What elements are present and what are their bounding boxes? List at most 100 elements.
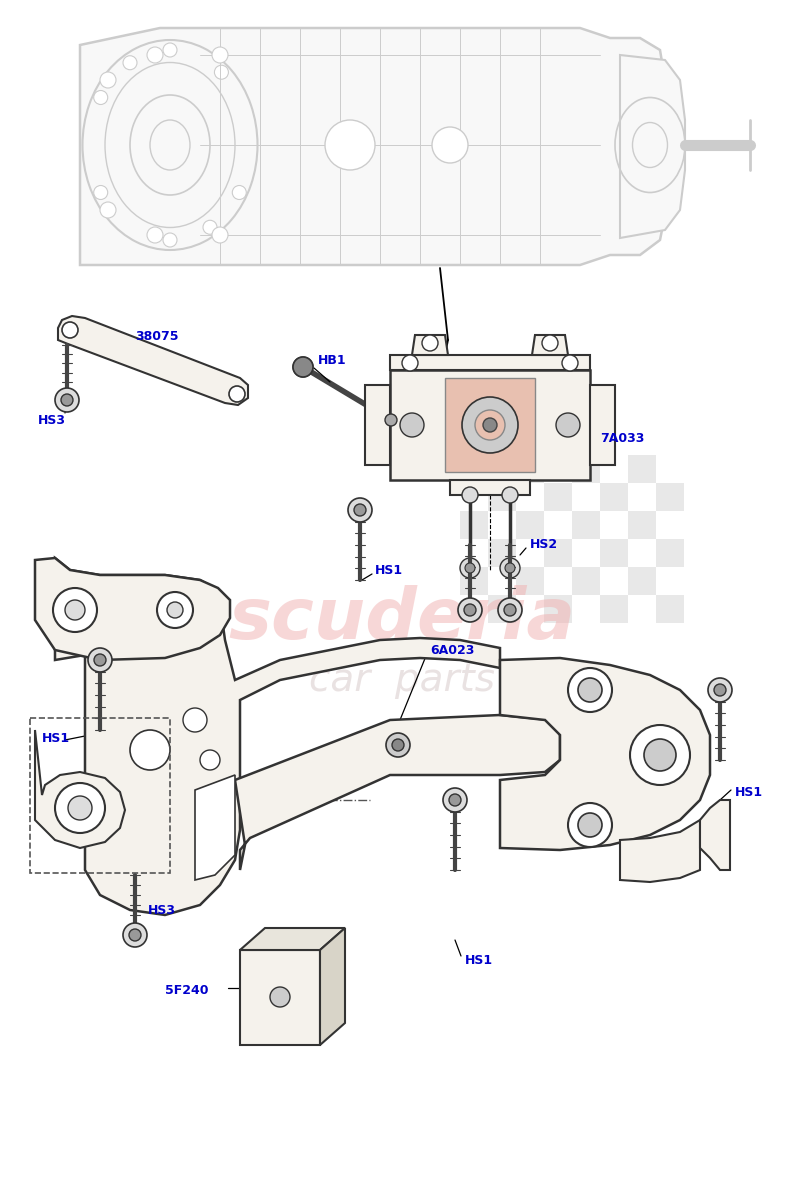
Text: 38075: 38075 — [135, 330, 178, 342]
Circle shape — [163, 43, 177, 56]
Bar — [599, 482, 627, 511]
Circle shape — [422, 335, 438, 350]
Circle shape — [475, 410, 504, 440]
Text: HB1: HB1 — [318, 354, 346, 366]
Bar — [571, 455, 599, 482]
Circle shape — [53, 588, 97, 632]
Bar — [459, 566, 487, 595]
Circle shape — [147, 227, 163, 242]
Circle shape — [431, 127, 467, 163]
Bar — [627, 455, 655, 482]
Circle shape — [212, 227, 228, 242]
Circle shape — [448, 794, 460, 806]
Circle shape — [324, 120, 374, 170]
Circle shape — [130, 730, 169, 770]
Circle shape — [55, 388, 79, 412]
Circle shape — [65, 600, 85, 620]
Text: scuderia: scuderia — [228, 586, 575, 654]
Circle shape — [128, 929, 141, 941]
Circle shape — [400, 413, 423, 437]
Circle shape — [202, 221, 217, 234]
Polygon shape — [320, 928, 344, 1045]
Bar — [627, 566, 655, 595]
Polygon shape — [35, 558, 230, 660]
Circle shape — [541, 335, 557, 350]
Circle shape — [567, 803, 611, 847]
Text: HS1: HS1 — [42, 732, 70, 744]
Circle shape — [385, 414, 397, 426]
Bar — [240, 950, 320, 1045]
Circle shape — [402, 355, 418, 371]
Circle shape — [458, 598, 482, 622]
Circle shape — [200, 750, 220, 770]
Circle shape — [577, 678, 601, 702]
Bar — [655, 595, 683, 623]
Circle shape — [442, 788, 467, 812]
Polygon shape — [35, 730, 124, 848]
Bar — [487, 595, 516, 623]
Bar — [459, 455, 487, 482]
Text: 7A033: 7A033 — [599, 432, 643, 444]
Polygon shape — [444, 378, 534, 472]
Bar — [627, 511, 655, 539]
Circle shape — [643, 739, 675, 770]
Circle shape — [348, 498, 372, 522]
Circle shape — [707, 678, 731, 702]
Circle shape — [100, 202, 116, 218]
Circle shape — [94, 186, 108, 199]
Circle shape — [497, 598, 521, 622]
Circle shape — [503, 604, 516, 616]
Circle shape — [577, 814, 601, 838]
Polygon shape — [240, 928, 344, 950]
Bar — [655, 539, 683, 566]
Polygon shape — [55, 558, 499, 914]
Polygon shape — [699, 800, 729, 870]
Circle shape — [499, 558, 520, 578]
Bar — [30, 718, 169, 874]
Text: HS3: HS3 — [38, 414, 66, 426]
Circle shape — [183, 708, 206, 732]
Bar — [516, 511, 544, 539]
Text: HS1: HS1 — [374, 564, 402, 576]
Text: HS1: HS1 — [734, 786, 762, 798]
Text: car  parts: car parts — [308, 661, 495, 698]
Polygon shape — [80, 28, 664, 265]
Circle shape — [392, 739, 403, 751]
Polygon shape — [499, 658, 709, 850]
Polygon shape — [589, 385, 614, 464]
Circle shape — [55, 782, 105, 833]
Circle shape — [630, 725, 689, 785]
Bar — [544, 539, 571, 566]
Polygon shape — [195, 775, 234, 880]
Circle shape — [123, 923, 147, 947]
Circle shape — [123, 55, 137, 70]
Circle shape — [167, 602, 183, 618]
Text: HS3: HS3 — [148, 904, 176, 917]
Circle shape — [100, 72, 116, 88]
Bar — [655, 482, 683, 511]
Circle shape — [462, 487, 478, 503]
Bar — [459, 511, 487, 539]
Circle shape — [556, 413, 579, 437]
Polygon shape — [389, 370, 589, 480]
Circle shape — [94, 90, 108, 104]
Text: 5F240: 5F240 — [165, 984, 208, 996]
Circle shape — [157, 592, 193, 628]
Polygon shape — [234, 715, 560, 870]
Circle shape — [94, 654, 106, 666]
Text: HS1: HS1 — [464, 954, 492, 966]
Polygon shape — [389, 355, 589, 370]
Circle shape — [292, 358, 312, 377]
Polygon shape — [532, 335, 567, 355]
Bar — [544, 482, 571, 511]
Circle shape — [385, 733, 410, 757]
Polygon shape — [450, 480, 529, 494]
Circle shape — [464, 563, 475, 572]
Circle shape — [62, 322, 78, 338]
Circle shape — [212, 47, 228, 62]
Circle shape — [483, 418, 496, 432]
Bar — [487, 482, 516, 511]
Polygon shape — [619, 55, 684, 238]
Polygon shape — [365, 385, 389, 464]
Bar — [516, 566, 544, 595]
